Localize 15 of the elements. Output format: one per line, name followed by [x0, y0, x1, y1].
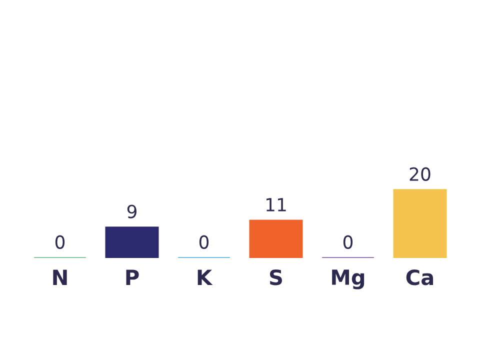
data-label: 20: [410, 167, 430, 181]
data-label: 9: [127, 204, 136, 218]
x-tick-label: Mg: [332, 270, 364, 290]
data-label: 11: [266, 198, 286, 212]
data-label: 0: [343, 235, 353, 249]
x-tick-label: S: [270, 269, 282, 286]
data-label: 0: [199, 235, 209, 249]
x-tick-label: N: [53, 270, 67, 285]
bar: [249, 220, 303, 258]
x-tick-label: K: [198, 270, 213, 285]
data-label: 0: [55, 235, 65, 249]
x-tick-label: Ca: [406, 269, 434, 286]
bar: [393, 189, 447, 258]
x-tick-label: P: [126, 270, 139, 285]
bar: [105, 226, 159, 258]
